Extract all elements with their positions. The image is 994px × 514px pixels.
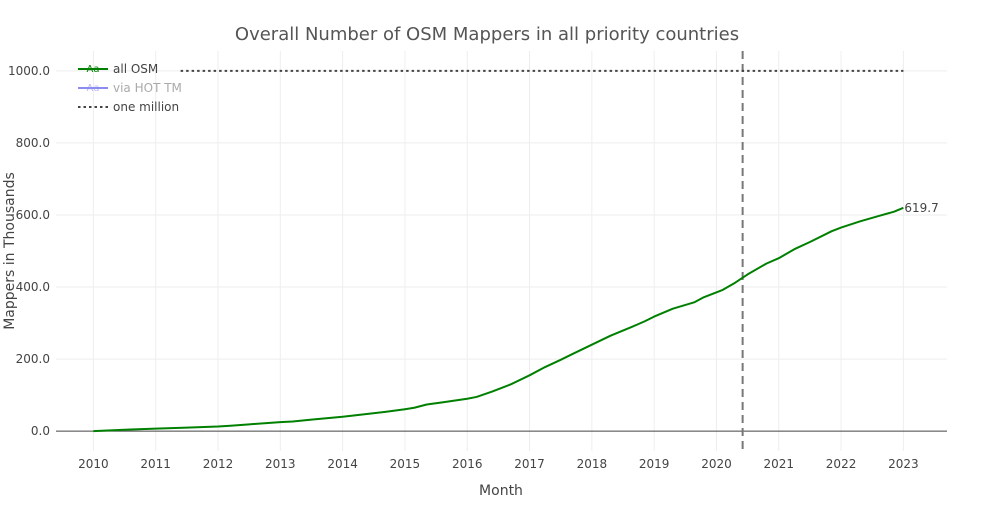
y-tick-label: 200.0	[16, 352, 50, 366]
x-tick-label: 2014	[327, 457, 358, 471]
x-axis-title: Month	[479, 483, 523, 499]
chart-title: Overall Number of OSM Mappers in all pri…	[235, 24, 739, 45]
legend-glyph: Aa	[87, 83, 100, 94]
legend-label: all OSM	[113, 62, 158, 76]
series-end-label: 619.7	[904, 201, 938, 215]
x-tick-label: 2022	[826, 457, 857, 471]
y-tick-label: 1000.0	[8, 64, 50, 78]
grid-lines	[56, 51, 947, 451]
legend[interactable]: Aa all OSM Aa via HOT TM one million	[78, 62, 182, 114]
y-tick-label: 800.0	[16, 136, 50, 150]
y-tick-label: 600.0	[16, 208, 50, 222]
x-tick-label: 2017	[514, 457, 545, 471]
x-tick-label: 2016	[452, 457, 483, 471]
legend-label: via HOT TM	[113, 81, 182, 95]
x-tick-label: 2019	[639, 457, 670, 471]
x-tick-label: 2011	[140, 457, 171, 471]
legend-glyph: Aa	[87, 64, 100, 75]
x-tick-label: 2021	[763, 457, 794, 471]
legend-item-all-osm[interactable]: Aa all OSM	[78, 62, 158, 76]
x-tick-label: 2010	[78, 457, 109, 471]
x-axis-ticks: 2010 2011 2012 2013 2014 2015 2016 2017 2018 2019…	[78, 457, 919, 471]
y-axis-title: Mappers in Thousands	[2, 172, 18, 330]
x-tick-label: 2020	[701, 457, 732, 471]
y-axis-ticks: 0.0 200.0 400.0 600.0 800.0 1000.0	[8, 64, 50, 438]
y-tick-label: 0.0	[31, 424, 50, 438]
x-tick-label: 2013	[265, 457, 296, 471]
x-tick-label: 2012	[203, 457, 234, 471]
legend-item-via-hot-tm[interactable]: Aa via HOT TM	[78, 81, 182, 95]
x-tick-label: 2015	[390, 457, 421, 471]
series-layer: 619.7	[93, 69, 939, 433]
x-tick-label: 2023	[888, 457, 919, 471]
legend-item-one-million[interactable]: one million	[78, 100, 179, 114]
x-tick-label: 2018	[577, 457, 608, 471]
legend-label: one million	[113, 100, 179, 114]
series-line-all-osm	[93, 206, 904, 433]
y-tick-label: 400.0	[16, 280, 50, 294]
